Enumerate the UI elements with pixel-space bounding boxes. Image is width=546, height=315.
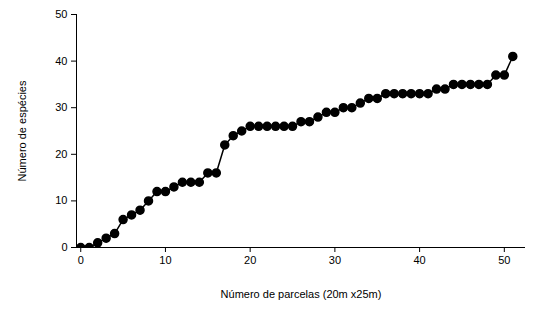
svg-text:Número de parcelas (20m x25m): Número de parcelas (20m x25m) [221, 288, 382, 300]
svg-text:20: 20 [244, 254, 256, 266]
svg-text:30: 30 [329, 254, 341, 266]
svg-text:10: 10 [159, 254, 171, 266]
svg-text:0: 0 [78, 254, 84, 266]
svg-text:20: 20 [55, 148, 67, 160]
svg-text:Número de espécies: Número de espécies [16, 80, 28, 181]
svg-text:40: 40 [413, 254, 425, 266]
svg-text:40: 40 [55, 55, 67, 67]
svg-text:50: 50 [55, 8, 67, 20]
svg-text:0: 0 [61, 241, 67, 253]
svg-text:30: 30 [55, 101, 67, 113]
svg-text:10: 10 [55, 194, 67, 206]
svg-text:50: 50 [498, 254, 510, 266]
